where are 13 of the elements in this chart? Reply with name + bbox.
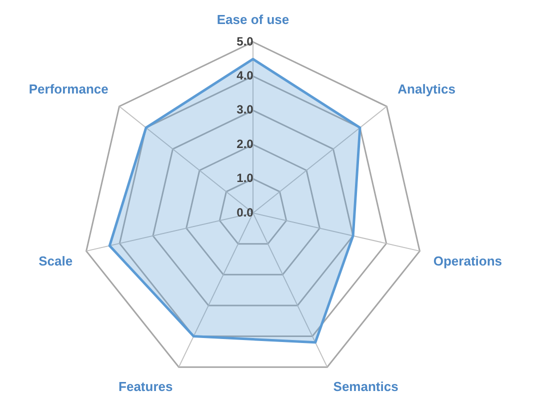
y-tick-label: 0.0: [236, 205, 254, 220]
spoke-label: Performance: [28, 81, 108, 96]
spoke-label: Semantics: [333, 379, 398, 394]
spoke-label: Ease of use: [216, 12, 290, 27]
spoke-label: Operations: [433, 254, 502, 269]
y-tick-label: 5.0: [236, 34, 254, 48]
y-tick-label: 1.0: [236, 171, 254, 186]
spoke-label: Scale: [38, 254, 73, 269]
spoke-label: Features: [118, 379, 173, 394]
y-tick-label: 2.0: [236, 136, 254, 151]
spoke-label: Analytics: [398, 81, 456, 96]
y-tick-label: 3.0: [236, 102, 254, 117]
y-tick-label: 4.0: [236, 68, 254, 82]
